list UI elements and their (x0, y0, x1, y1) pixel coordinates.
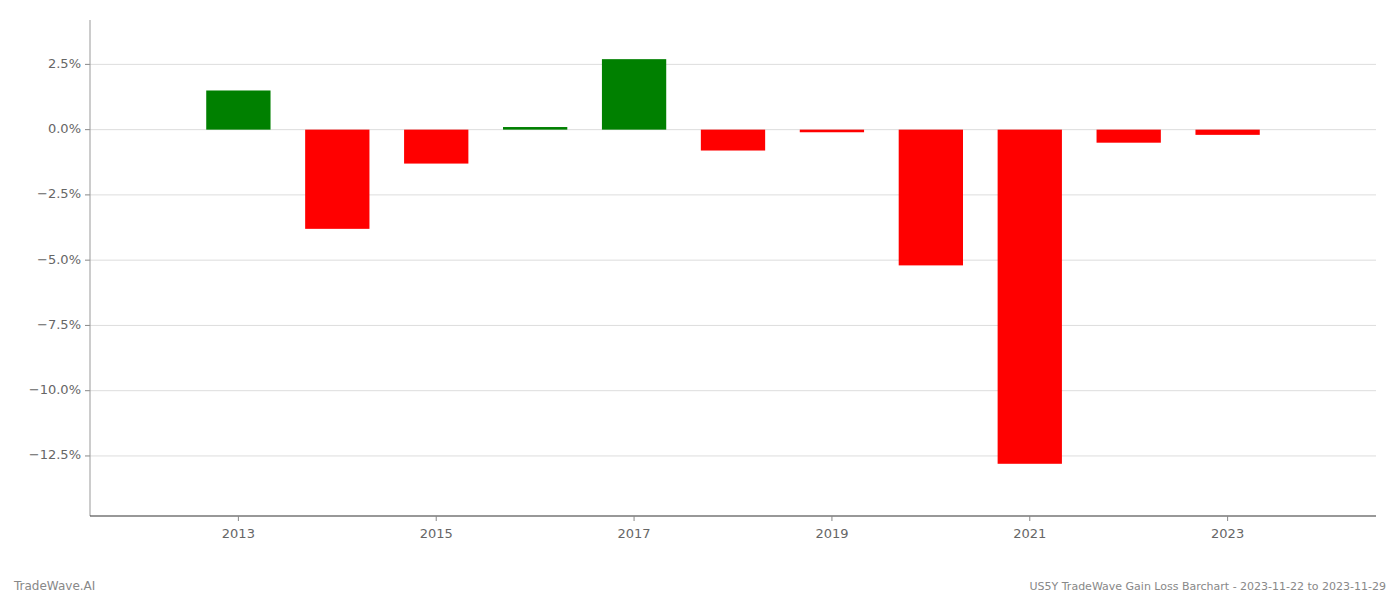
bar (602, 59, 666, 129)
grid-line (90, 390, 1376, 391)
bar (998, 130, 1062, 464)
grid-line (90, 260, 1376, 261)
axes (90, 20, 1376, 516)
x-tick (238, 516, 239, 521)
bar (305, 130, 369, 229)
x-axis-line (90, 515, 1376, 516)
chart-container: 2.5%0.0%−2.5%−5.0%−7.5%−10.0%−12.5%20132… (0, 0, 1400, 600)
chart-svg: 2.5%0.0%−2.5%−5.0%−7.5%−10.0%−12.5%20132… (0, 0, 1400, 600)
x-tick (1227, 516, 1228, 521)
bar (404, 130, 468, 164)
x-tick-label: 2015 (420, 526, 453, 541)
footer: TradeWave.AI US5Y TradeWave Gain Loss Bar… (13, 579, 1386, 593)
bars (206, 59, 1260, 464)
y-tick (85, 64, 90, 65)
x-tick-label: 2019 (815, 526, 848, 541)
y-grid (90, 64, 1376, 456)
y-tick-label: −2.5% (37, 186, 81, 201)
bar (701, 130, 765, 151)
bar (1195, 130, 1259, 135)
x-tick-label: 2017 (618, 526, 651, 541)
x-tick-label: 2013 (222, 526, 255, 541)
x-ticks: 2013 2015 2017 2019 2021 2023 (222, 516, 1244, 541)
y-tick (85, 390, 90, 391)
y-tick-labels: 2.5% 0.0% −2.5% −5.0% −7.5% −10.0% −12.5% (29, 56, 90, 463)
y-tick (85, 129, 90, 130)
y-axis-line (90, 20, 91, 516)
grid-line (90, 455, 1376, 456)
y-tick (85, 194, 90, 195)
bar (1097, 130, 1161, 143)
x-tick-label: 2021 (1013, 526, 1046, 541)
x-tick (436, 516, 437, 521)
y-tick-label: −5.0% (37, 252, 81, 267)
y-tick-label: −12.5% (29, 447, 81, 462)
bar (503, 127, 567, 130)
x-tick-label: 2023 (1211, 526, 1244, 541)
grid-line (90, 64, 1376, 65)
y-tick (85, 260, 90, 261)
x-tick (634, 516, 635, 521)
grid-line (90, 325, 1376, 326)
grid-line (90, 194, 1376, 195)
footer-text: TradeWave.AI (13, 579, 95, 593)
bar (899, 130, 963, 266)
y-tick (85, 325, 90, 326)
y-tick-label: −7.5% (37, 317, 81, 332)
footer-text: US5Y TradeWave Gain Loss Barchart - 2023… (1030, 580, 1386, 593)
y-tick-label: −10.0% (29, 382, 81, 397)
y-tick-label: 0.0% (48, 121, 81, 136)
y-tick-label: 2.5% (48, 56, 81, 71)
y-tick (85, 455, 90, 456)
x-tick (831, 516, 832, 521)
bar (800, 130, 864, 133)
bar (206, 90, 270, 129)
x-tick (1029, 516, 1030, 521)
